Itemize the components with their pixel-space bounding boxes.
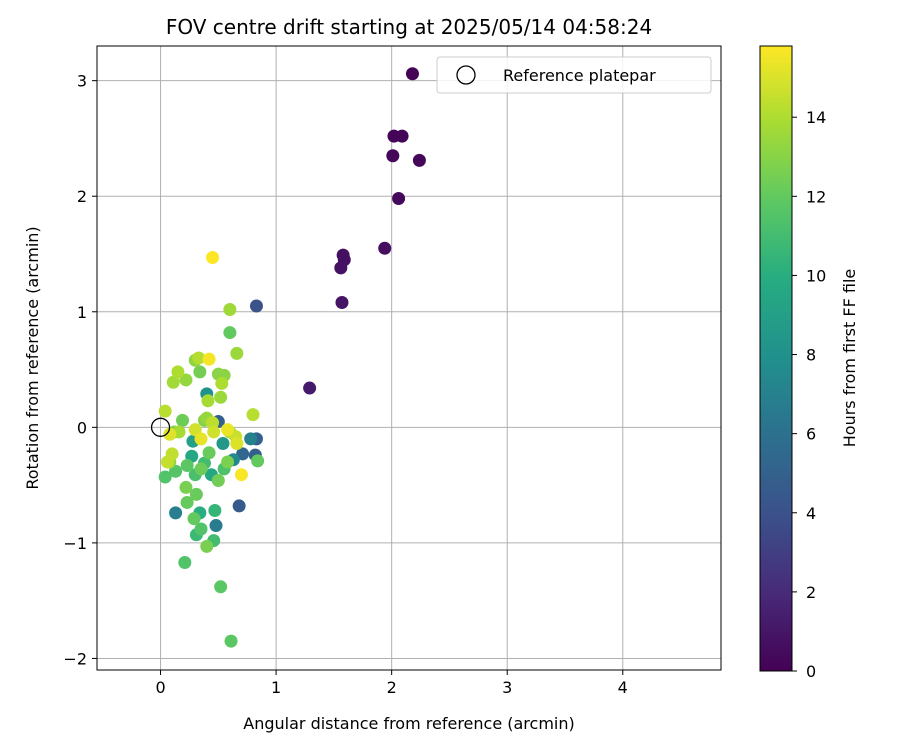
colorbar-tick-label: 8 <box>806 346 816 365</box>
x-tick-label: 4 <box>618 678 628 697</box>
colorbar <box>759 45 793 672</box>
colorbar-tick-label: 6 <box>806 425 816 444</box>
data-point <box>166 375 180 389</box>
data-point <box>246 408 260 422</box>
colorbar-tick-label: 2 <box>806 583 816 602</box>
data-point <box>171 365 185 379</box>
data-point <box>215 376 229 390</box>
data-point <box>378 241 392 255</box>
data-point <box>230 346 244 360</box>
x-axis-label: Angular distance from reference (arcmin) <box>243 714 574 733</box>
data-point <box>200 539 214 553</box>
data-point <box>386 149 400 163</box>
data-point <box>244 432 258 446</box>
data-point <box>236 447 250 461</box>
data-point <box>405 67 419 81</box>
colorbar-tick-label: 10 <box>806 266 826 285</box>
data-point <box>201 394 215 408</box>
x-tick-label: 1 <box>271 678 281 697</box>
data-point <box>334 261 348 275</box>
data-point <box>216 437 230 451</box>
data-point <box>179 480 193 494</box>
data-point <box>188 423 202 437</box>
data-point <box>392 192 406 206</box>
data-point <box>207 425 221 439</box>
data-point <box>189 487 203 501</box>
data-point <box>169 506 183 520</box>
colorbar-label: Hours from first FF file <box>840 269 859 448</box>
data-point <box>221 455 235 469</box>
colorbar-tick-label: 14 <box>806 108 826 127</box>
data-point <box>214 390 228 404</box>
data-point <box>158 470 172 484</box>
plot-frame <box>96 45 722 671</box>
data-point <box>211 473 225 487</box>
data-point <box>163 427 177 441</box>
data-point <box>208 504 222 518</box>
data-point <box>193 365 207 379</box>
data-point <box>221 423 235 437</box>
data-point <box>158 404 172 418</box>
data-point <box>232 499 246 513</box>
data-points <box>150 67 426 648</box>
y-axis-ticks: −2 −1 0 1 2 3 <box>63 72 97 668</box>
data-point <box>179 373 193 387</box>
y-tick-label: 2 <box>77 187 87 206</box>
data-point <box>230 437 244 451</box>
legend-box <box>436 56 712 94</box>
data-point <box>160 455 174 469</box>
data-point <box>194 522 208 536</box>
reference-point <box>150 417 171 437</box>
colorbar-tick-label: 12 <box>806 187 826 206</box>
data-point <box>169 464 183 478</box>
data-point <box>335 296 349 310</box>
data-point <box>251 454 265 468</box>
data-point <box>395 129 409 143</box>
data-point <box>214 580 228 594</box>
legend: Reference platepar <box>436 56 712 94</box>
y-axis-label: Rotation from reference (arcmin) <box>23 226 42 489</box>
data-point <box>202 446 216 460</box>
legend-label-reference: Reference platepar <box>503 66 656 85</box>
data-point <box>234 468 248 482</box>
y-tick-label: −2 <box>63 649 87 668</box>
data-point <box>187 512 201 526</box>
chart-title: FOV centre drift starting at 2025/05/14 … <box>166 15 652 39</box>
colorbar-tick-label: 0 <box>806 662 816 681</box>
colorbar-ticks: 0 2 4 6 8 10 12 14 <box>792 108 826 681</box>
x-tick-label: 0 <box>155 678 165 697</box>
data-point <box>206 250 220 264</box>
y-tick-label: 1 <box>77 303 87 322</box>
y-tick-label: −1 <box>63 534 87 553</box>
data-point <box>202 352 216 366</box>
x-axis-ticks: 0 1 2 3 4 <box>155 670 628 697</box>
data-point <box>192 351 206 365</box>
colorbar-tick-label: 4 <box>806 504 816 523</box>
x-tick-label: 2 <box>387 678 397 697</box>
data-point <box>223 302 237 316</box>
data-point <box>209 519 223 533</box>
data-point <box>180 458 194 472</box>
x-tick-label: 3 <box>502 678 512 697</box>
data-point <box>224 634 238 648</box>
data-point <box>194 432 208 446</box>
data-point <box>412 153 426 167</box>
y-tick-label: 0 <box>77 418 87 437</box>
y-tick-label: 3 <box>77 72 87 91</box>
data-point <box>178 556 192 570</box>
data-point <box>176 413 190 427</box>
legend-marker-reference <box>456 65 476 85</box>
data-point <box>223 326 237 340</box>
data-point <box>303 381 317 395</box>
data-point <box>194 462 208 476</box>
data-point <box>180 495 194 509</box>
data-point <box>249 299 263 313</box>
